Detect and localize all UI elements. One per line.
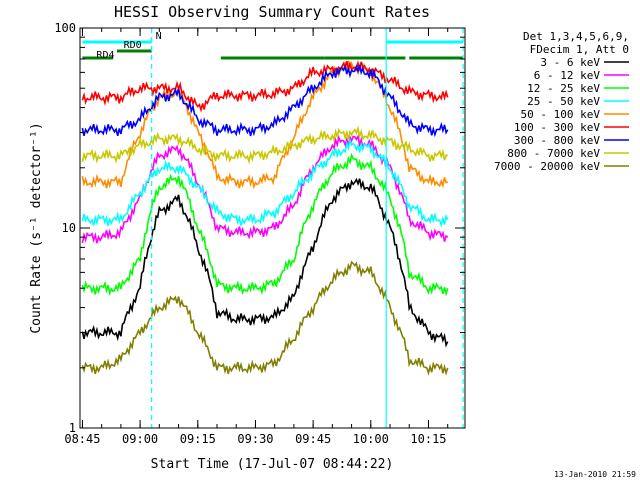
legend-entry-label: 100 - 300 keV	[514, 121, 600, 134]
legend-header: Det 1,3,4,5,6,9,	[523, 30, 629, 43]
x-tick-label: 09:00	[122, 432, 158, 446]
legend-entry-label: 50 - 100 keV	[521, 108, 601, 121]
series-line-1	[81, 177, 449, 348]
legend-entry-label: 6 - 12 keV	[534, 69, 601, 82]
series-layer	[81, 60, 449, 377]
annotation-label-n: N	[156, 31, 162, 42]
series-line-3	[81, 152, 449, 297]
series-line-6	[81, 60, 449, 113]
annotation-label-rd0: RD0	[124, 40, 142, 51]
x-tick-label: 10:00	[353, 432, 389, 446]
legend-entry-label: 800 - 7000 keV	[507, 147, 600, 160]
x-axis-label: Start Time (17-Jul-07 08:44:22)	[151, 457, 394, 472]
y-tick-label: 10	[62, 221, 76, 235]
series-line-9	[81, 260, 449, 377]
legend-entry-label: 12 - 25 keV	[527, 82, 600, 95]
chart-title: HESSI Observing Summary Count Rates	[114, 3, 430, 21]
x-tick-label: 09:15	[180, 432, 216, 446]
x-tick-label: 08:45	[64, 432, 100, 446]
plot-frame	[79, 27, 466, 429]
y-axis-label: Count Rate (s⁻¹ detector⁻¹)	[29, 122, 44, 333]
x-tick-label: 09:30	[237, 432, 273, 446]
legend-entry-label: 3 - 6 keV	[540, 56, 600, 69]
legend-entry-label: 25 - 50 keV	[527, 95, 600, 108]
y-tick-label: 1	[69, 421, 76, 435]
legend-header: FDecim 1, Att 0	[530, 43, 629, 56]
annotation-bars: N RD0 RD4	[82, 31, 464, 61]
footer-timestamp: 13-Jan-2010 21:59	[554, 470, 636, 479]
legend: Det 1,3,4,5,6,9,FDecim 1, Att 03 - 6 keV…	[494, 30, 629, 173]
legend-entry-label: 300 - 800 keV	[514, 134, 600, 147]
series-line-8	[81, 125, 449, 165]
y-tick-label: 100	[54, 21, 76, 35]
vlines-layer	[151, 28, 464, 428]
axes: 08:45 09:00 09:15 09:30 09:45 10:00 10:15 1 10 10…	[54, 21, 465, 446]
series-line-5	[81, 60, 449, 190]
x-tick-label: 09:45	[295, 432, 331, 446]
annotation-label-rd4: RD4	[96, 50, 114, 61]
legend-entry-label: 7000 - 20000 keV	[494, 160, 600, 173]
series-line-7	[81, 64, 449, 138]
x-tick-label: 10:15	[410, 432, 446, 446]
series-line-4	[81, 137, 449, 228]
